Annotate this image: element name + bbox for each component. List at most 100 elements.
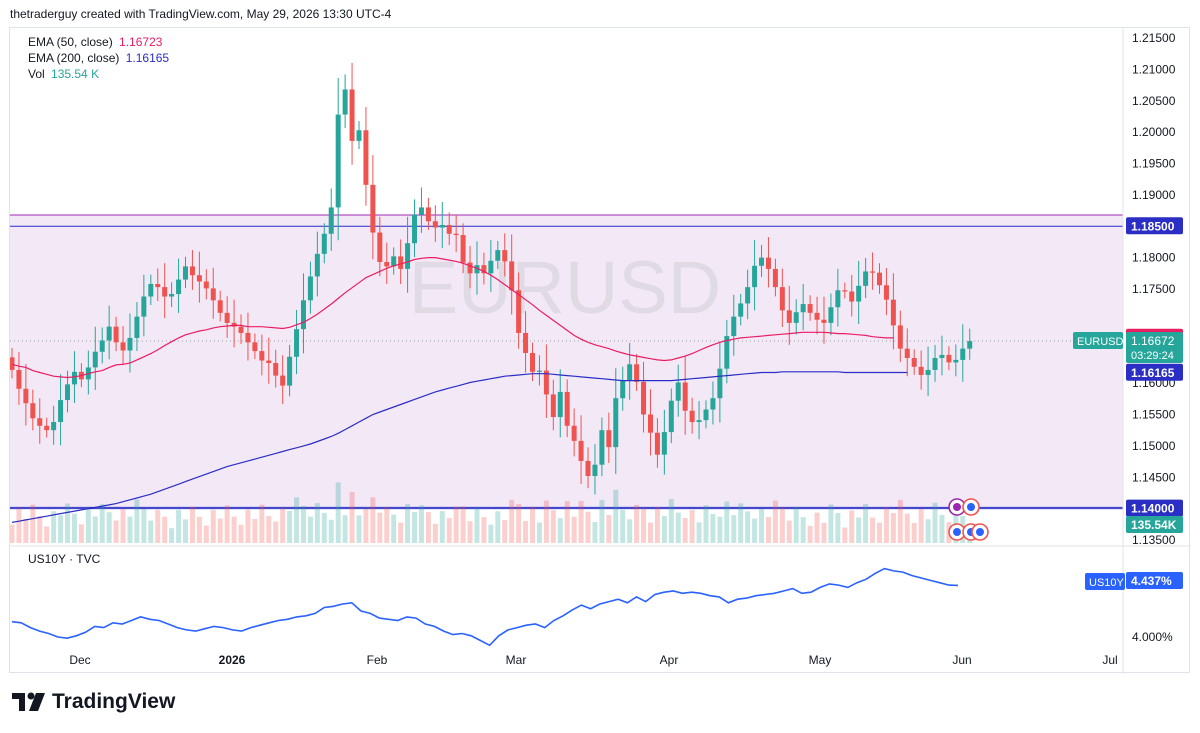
legend-ema50-value: 1.16723	[119, 35, 163, 49]
candle-body	[710, 398, 716, 410]
volume-bar	[446, 517, 452, 543]
candle-body	[259, 351, 265, 361]
y-tick-label: 1.15500	[1132, 408, 1176, 422]
legend-vol-name: Vol	[28, 67, 45, 81]
candle-body	[481, 265, 487, 274]
candle-body	[189, 266, 195, 276]
candle-body	[231, 322, 237, 327]
legend-vol[interactable]: Vol 135.54 K	[28, 66, 99, 82]
us10y-line	[11, 567, 959, 647]
volume-bar	[314, 503, 320, 543]
legend-ema200-name: EMA (200, close)	[28, 51, 120, 65]
candle-body	[516, 290, 522, 333]
candle-body	[217, 300, 223, 313]
candle-body	[654, 432, 660, 455]
volume-bars	[10, 482, 973, 543]
volume-bar	[23, 518, 29, 543]
candle-body	[647, 414, 653, 433]
candle-body	[349, 89, 355, 141]
price-label: 1.16165	[1131, 366, 1175, 380]
volume-bar	[217, 518, 223, 543]
volume-bar	[724, 501, 730, 543]
volume-bar	[245, 509, 251, 543]
candle-body	[460, 235, 466, 263]
legend-vol-value: 135.54 K	[51, 67, 100, 81]
us10y-symbol-bg	[1085, 573, 1125, 590]
candle-body	[238, 326, 244, 333]
volume-bar	[307, 516, 313, 543]
volume-bar	[883, 507, 889, 543]
candle-body	[370, 184, 376, 233]
volume-bar	[460, 506, 466, 543]
candle-body	[592, 464, 598, 476]
volume-bar	[536, 522, 542, 543]
volume-bar	[578, 500, 584, 543]
candle-body	[474, 265, 480, 274]
candle-body	[883, 285, 889, 300]
volume-bar	[571, 516, 577, 543]
candle-body	[939, 354, 945, 359]
legend-ema200[interactable]: EMA (200, close) 1.16165	[28, 50, 169, 66]
volume-bar	[911, 522, 917, 543]
volume-bar	[203, 525, 209, 543]
volume-bar	[863, 503, 869, 543]
volume-bar	[16, 508, 22, 543]
volume-bar	[30, 504, 36, 543]
volume-bar	[453, 506, 459, 543]
candle-body	[724, 336, 730, 369]
us10y-pane-title[interactable]: US10Y · TVC	[28, 552, 101, 566]
volume-bar	[779, 507, 785, 543]
volume-bar	[266, 516, 272, 543]
candle-body	[904, 348, 910, 359]
candle-body	[405, 243, 411, 269]
candle-body	[342, 89, 348, 115]
candle-body	[946, 354, 952, 363]
candle-body	[384, 262, 390, 267]
tradingview-logo[interactable]: TradingView	[12, 690, 175, 714]
volume-bar	[474, 508, 480, 543]
volume-bar	[294, 497, 300, 543]
event-icon-dot	[976, 528, 984, 536]
candle-body	[398, 256, 404, 269]
candle-body	[148, 283, 154, 297]
candle-body	[557, 391, 563, 418]
candle-body	[37, 418, 43, 426]
candle-body	[606, 430, 612, 448]
candlesticks	[10, 62, 973, 495]
candle-body	[99, 340, 105, 352]
candle-body	[779, 287, 785, 311]
chart-canvas[interactable]: EURUSD 1.21500 1.21000 1.20500 1.20000 1.195…	[10, 28, 1191, 674]
volume-bar	[772, 500, 778, 543]
candle-body	[689, 410, 695, 423]
volume-bar	[870, 517, 876, 543]
candle-body	[210, 288, 216, 301]
current-symbol-label: EURUSD	[1077, 336, 1124, 348]
volume-bar	[599, 499, 605, 543]
x-tick-label: Jul	[1102, 653, 1117, 667]
y-tick-label: 1.19500	[1132, 157, 1176, 171]
candle-body	[772, 268, 778, 288]
volume-bar	[516, 504, 522, 543]
volume-bar	[647, 522, 653, 543]
candle-body	[488, 260, 494, 274]
event-icon-dot	[953, 503, 961, 511]
volume-bar	[689, 510, 695, 543]
volume-bar	[37, 516, 43, 543]
legend-ema50[interactable]: EMA (50, close) 1.16723	[28, 34, 162, 50]
y-tick-label: 1.17500	[1132, 282, 1176, 296]
candle-body	[668, 400, 674, 433]
volume-bar	[467, 521, 473, 543]
volume-bar	[745, 511, 751, 543]
candle-body	[536, 370, 542, 372]
price-label-bg	[1126, 499, 1183, 517]
candle-body	[759, 257, 765, 266]
candle-body	[800, 304, 806, 313]
us10y-value-label-bg	[1126, 572, 1183, 589]
volume-bar	[58, 515, 64, 543]
legend-ema200-value: 1.16165	[125, 51, 170, 65]
candle-body	[890, 299, 896, 326]
candle-body	[141, 296, 147, 317]
volume-bar	[148, 520, 154, 543]
axes: 1.21500 1.21000 1.20500 1.20000 1.19500 1.190…	[69, 31, 1175, 667]
candle-body	[585, 460, 591, 476]
